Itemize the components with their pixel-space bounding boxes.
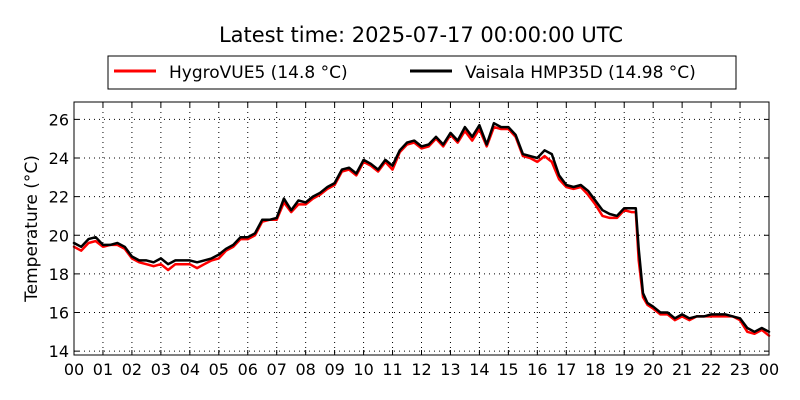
x-tick-label: 03 — [151, 360, 171, 379]
y-tick-label: 14 — [49, 342, 69, 361]
x-tick-label: 15 — [498, 360, 518, 379]
series-line-hygrovue5 — [72, 125, 771, 337]
y-tick-label: 22 — [49, 188, 69, 207]
y-tick-label: 18 — [49, 265, 69, 284]
x-tick-label: 12 — [411, 360, 431, 379]
x-tick-label: 09 — [324, 360, 344, 379]
legend-label-vaisala-hmp35d: Vaisala HMP35D (14.98 °C) — [465, 63, 696, 83]
x-tick-label: 13 — [440, 360, 460, 379]
y-axis-tick-labels: 14 16 18 20 22 24 26 — [49, 110, 69, 361]
gridlines — [74, 102, 769, 355]
y-tick-label: 20 — [49, 226, 69, 245]
x-tick-label: 23 — [730, 360, 750, 379]
x-tick-label: 20 — [643, 360, 663, 379]
x-tick-label: 19 — [614, 360, 634, 379]
x-tick-label: 17 — [556, 360, 576, 379]
chart-title: Latest time: 2025-07-17 00:00:00 UTC — [219, 23, 623, 47]
x-tick-label: 11 — [382, 360, 402, 379]
x-tick-label: 14 — [469, 360, 489, 379]
x-tick-label: 01 — [93, 360, 113, 379]
legend-label-hygrovue5: HygroVUE5 (14.8 °C) — [169, 63, 348, 83]
series-lines — [72, 121, 771, 337]
x-tick-label: 18 — [585, 360, 605, 379]
series-line-vaisala-hmp35d — [72, 121, 771, 334]
x-tick-label: 21 — [672, 360, 692, 379]
x-tick-label: 00 — [759, 360, 779, 379]
y-tick-label: 26 — [49, 110, 69, 129]
x-tick-label: 16 — [527, 360, 547, 379]
legend: HygroVUE5 (14.8 °C) Vaisala HMP35D (14.9… — [107, 55, 737, 90]
y-tick-label: 16 — [49, 304, 69, 323]
x-tick-label: 06 — [238, 360, 258, 379]
axis-ticks — [73, 102, 770, 355]
y-tick-label: 24 — [49, 149, 69, 168]
x-tick-label: 00 — [64, 360, 84, 379]
x-tick-label: 22 — [701, 360, 721, 379]
x-tick-label: 10 — [353, 360, 373, 379]
x-tick-label: 04 — [180, 360, 200, 379]
x-tick-label: 02 — [122, 360, 142, 379]
x-tick-label: 05 — [209, 360, 229, 379]
x-axis-tick-labels: 00 01 02 03 04 05 06 07 08 09 10 11 12 13 14 15 16 17 18 19… — [64, 360, 779, 379]
y-axis-label: Temperature (°C) — [22, 155, 42, 303]
x-tick-label: 07 — [267, 360, 287, 379]
x-tick-label: 08 — [295, 360, 315, 379]
